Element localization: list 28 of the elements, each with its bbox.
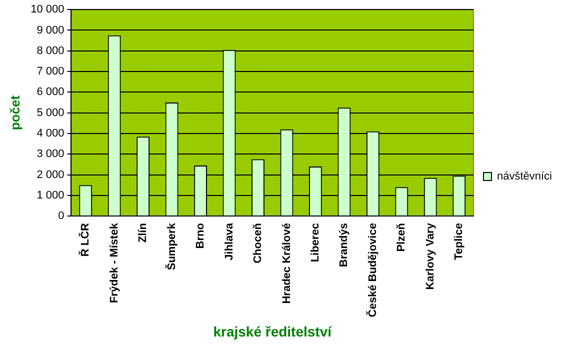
x-tick-label: Ř LČR bbox=[78, 222, 92, 257]
x-tick-label: Frýdek - Místek bbox=[108, 222, 120, 304]
y-tick-label: 9 000 bbox=[36, 24, 64, 36]
legend-label: návštěvníci bbox=[496, 170, 552, 183]
y-tick-label: 0 bbox=[58, 210, 64, 222]
x-tick-label: Liberec bbox=[309, 223, 322, 262]
y-tick-label: 1 000 bbox=[36, 189, 64, 202]
x-tick-label: Brandýs bbox=[338, 223, 350, 268]
x-tick-label: Jihlava bbox=[223, 222, 236, 260]
x-tick-label: Zlín bbox=[137, 222, 150, 243]
y-tick-label: 6 000 bbox=[36, 86, 64, 98]
y-tick-label: 8 000 bbox=[36, 44, 64, 57]
y-axis-title: počet bbox=[7, 94, 22, 130]
x-tick-label: Šumperk bbox=[164, 222, 178, 270]
y-tick-label: 5 000 bbox=[36, 106, 64, 119]
x-axis-title: krajské ředitelství bbox=[213, 323, 333, 340]
y-tick-label: 4 000 bbox=[36, 128, 64, 140]
x-tick-label: České Budějovice bbox=[366, 223, 379, 318]
y-tick-label: 7 000 bbox=[36, 66, 64, 78]
y-tick-label: 10 000 bbox=[30, 4, 64, 16]
x-tick-label: Choceň bbox=[252, 222, 264, 264]
x-tick-label: Teplice bbox=[453, 223, 466, 260]
x-tick-label: Karlovy Vary bbox=[424, 222, 436, 290]
y-tick-label: 2 000 bbox=[36, 168, 64, 181]
x-tick-label: Plzeň bbox=[396, 222, 408, 252]
x-tick-label: Brno bbox=[194, 222, 207, 249]
y-tick-label: 3 000 bbox=[36, 148, 64, 160]
x-tick-label: Hradec Králové bbox=[280, 223, 293, 304]
